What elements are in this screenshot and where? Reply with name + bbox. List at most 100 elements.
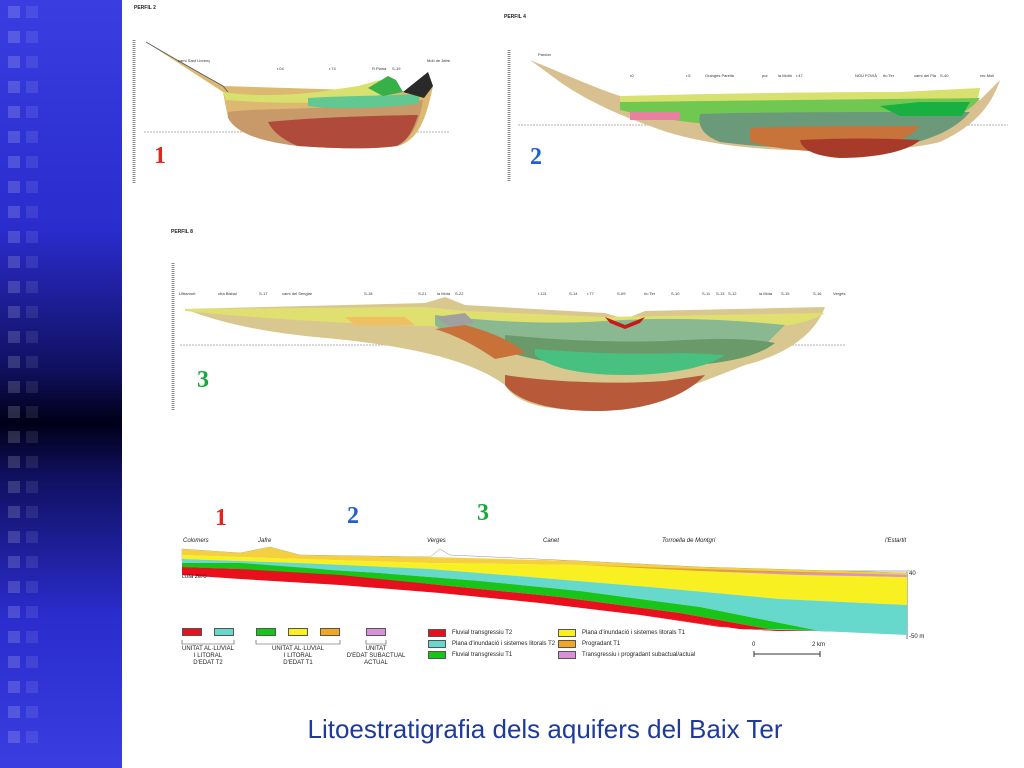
sidebar-square: [26, 206, 38, 218]
profile-label: r.47: [796, 73, 803, 78]
profile-title: PERFIL 2: [134, 5, 156, 11]
sidebar-square: [8, 81, 20, 93]
profile-label: S-11: [702, 291, 711, 296]
legend-item-label: Fluvial transgressiu T1: [452, 652, 513, 658]
scale-bar-line: [753, 651, 821, 657]
sidebar-square: [26, 381, 38, 393]
synthesis-number: 2: [347, 503, 359, 529]
sidebar-square: [26, 531, 38, 543]
sidebar-square: [26, 81, 38, 93]
sidebar-square: [8, 306, 20, 318]
scale-top-label: 40: [909, 571, 916, 577]
sidebar-square: [26, 31, 38, 43]
profile-title: PERFIL 4: [504, 14, 526, 20]
profile-label: S-13: [716, 291, 725, 296]
sidebar-square: [8, 156, 20, 168]
profile-label: Verges: [833, 291, 846, 296]
sidebar-square: [8, 231, 20, 243]
sidebar-square: [8, 431, 20, 443]
profile-label: S-40: [940, 73, 949, 78]
legend: UNITAT AL·LUVIAL I LITORAL D'EDAT T2 UNI…: [180, 626, 740, 672]
legend-item-label: Plana d'inundació i sistemes litorals T2: [452, 641, 556, 647]
profile-label: rec Molí: [980, 73, 995, 78]
legend-swatch: [182, 628, 202, 636]
place-label: l'Estartit: [885, 538, 907, 544]
profile-label: la Mota: [759, 291, 773, 296]
sidebar-square: [26, 706, 38, 718]
profile-label: camí del Senglar: [282, 291, 313, 296]
sidebar-square: [8, 356, 20, 368]
profile-label: r.121: [538, 291, 547, 296]
sidebar-square: [8, 131, 20, 143]
sidebar-square: [8, 631, 20, 643]
sidebar-square: [26, 356, 38, 368]
sidebar-square: [8, 6, 20, 18]
legend-group-label: UNITAT AL·LUVIAL I LITORAL D'EDAT T2: [181, 646, 235, 666]
scale-start-label: 0: [752, 642, 756, 648]
profile-label: r.04: [277, 66, 284, 71]
sidebar-square: [26, 681, 38, 693]
place-label: Verges: [427, 538, 446, 544]
sidebar-square: [26, 131, 38, 143]
sidebar-square: [8, 281, 20, 293]
sidebar-square: [8, 556, 20, 568]
sidebar-square: [8, 506, 20, 518]
place-label: Torroella de Montgrí: [662, 538, 716, 544]
sidebar-square: [26, 656, 38, 668]
sidebar-square: [8, 206, 20, 218]
sidebar-square: [26, 606, 38, 618]
sidebar-square: [8, 531, 20, 543]
profile-label: Ultramort: [179, 291, 196, 296]
sidebar-square: [26, 581, 38, 593]
sidebar-square: [8, 331, 20, 343]
sidebar-square: [8, 581, 20, 593]
synthesis-number: 3: [477, 500, 489, 526]
scale-bottom-label: -50 m: [909, 634, 925, 640]
profile-label: riu Ter: [883, 73, 895, 78]
profile-label: camí del Pla: [914, 73, 937, 78]
profile-label: camí Sant Llorenç: [178, 58, 211, 63]
profile-label: S-14: [569, 291, 578, 296]
legend-swatch: [558, 629, 576, 637]
profile-label: S-17: [259, 291, 268, 296]
sidebar-square: [8, 256, 20, 268]
sidebar-square: [26, 6, 38, 18]
scale-bar: 0 2 km: [748, 640, 838, 664]
profile-label: riu Ter: [644, 291, 656, 296]
sidebar-square: [8, 456, 20, 468]
profile-label: S-12: [728, 291, 737, 296]
sidebar-square: [8, 656, 20, 668]
sidebar-square: [26, 456, 38, 468]
sidebar-square: [8, 731, 20, 743]
sidebar-square: [26, 156, 38, 168]
place-label: Canet: [543, 538, 560, 544]
sidebar-square: [8, 31, 20, 43]
sidebar-square: [8, 406, 20, 418]
sidebar-square: [26, 256, 38, 268]
sidebar-decoration: [0, 0, 122, 768]
legend-swatch: [428, 640, 446, 648]
profile-label: la Mota: [437, 291, 451, 296]
legend-group-label: UNITAT D'EDAT SUBACTUAL ACTUAL: [346, 646, 406, 666]
synthesis-section: Colomers Jafre Verges Canet Torroella de…: [180, 535, 924, 645]
legend-swatch: [288, 628, 308, 636]
sidebar-square: [8, 181, 20, 193]
legend-item-label: Plana d'inundació i sistemes litorals T1: [582, 630, 686, 636]
profile-label: r.74: [329, 66, 336, 71]
profile-2-panel: PERFIL 2 camí Sant Llorenç r.04 r.74 R.P…: [128, 0, 458, 186]
legend-group-label: UNITAT AL·LUVIAL I LITORAL D'EDAT T1: [271, 646, 325, 666]
profile-4-panel: PERFIL 4 Pardon r0 r.5 Granges Parella p…: [500, 10, 1015, 186]
sidebar-square: [26, 731, 38, 743]
profile-label: S-18: [364, 291, 373, 296]
sidebar-square: [8, 381, 20, 393]
profile-label: S-10: [671, 291, 680, 296]
sidebar-square: [8, 681, 20, 693]
legend-swatch: [558, 640, 576, 648]
sidebar-square: [26, 231, 38, 243]
profile-label: pur: [762, 73, 768, 78]
profile-label: S-22: [455, 291, 464, 296]
profile-label: ctra Bisbal: [218, 291, 237, 296]
profile-number: 3: [197, 367, 209, 393]
sidebar-square: [26, 56, 38, 68]
profile-number: 1: [154, 143, 166, 169]
